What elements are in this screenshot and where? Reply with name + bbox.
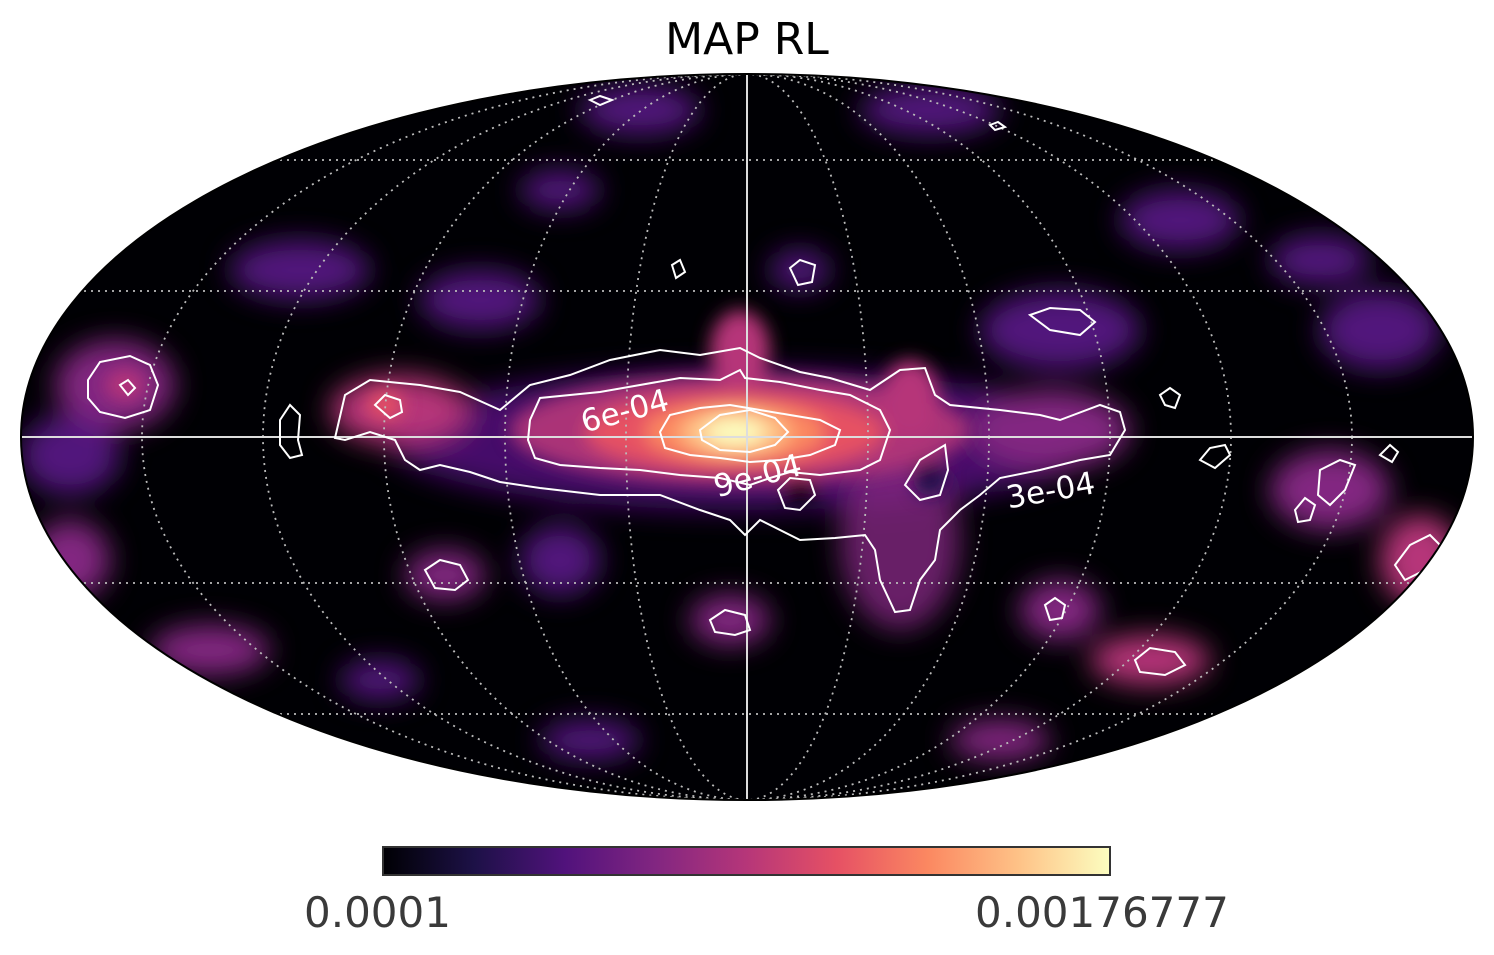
contour-east-4 [1293, 496, 1317, 524]
contour-west-1 [279, 403, 304, 460]
contour-east-1 [1027, 306, 1097, 337]
contour-south-3 [1133, 646, 1187, 677]
contour-north-4 [988, 120, 1008, 132]
map-border [20, 73, 1474, 801]
contour-north-1 [788, 258, 817, 287]
contour-east-2 [1316, 458, 1357, 507]
contour-north-3 [587, 94, 615, 107]
contour-east-7 [1378, 443, 1400, 464]
contours [87, 94, 1442, 677]
contour-6e-04 [526, 368, 892, 487]
contour-north-2 [670, 258, 687, 280]
contour-hole-1 [776, 476, 817, 512]
colorbar-gradient [382, 846, 1111, 876]
contour-east-5 [1198, 443, 1232, 470]
contour-south-1 [423, 558, 470, 592]
map-title: MAP RL [665, 14, 829, 65]
colorbar-max-label: 0.00176777 [975, 888, 1229, 937]
contour-south-2 [708, 608, 752, 637]
contour-west-2 [373, 393, 404, 420]
contour-9e-04 [658, 403, 842, 464]
colorbar-min-label: 0.0001 [304, 888, 451, 937]
graticule-axes [21, 74, 1473, 800]
contour-east-6 [1158, 386, 1182, 410]
contour-core [698, 408, 790, 454]
emission-layer [21, 85, 1460, 760]
contour-hole-2 [903, 443, 950, 502]
contour-south-4 [1043, 596, 1067, 622]
contour-3e-04-main [333, 346, 1127, 614]
contour-left-small [118, 378, 137, 397]
colorbar [382, 846, 1111, 876]
contour-left-blob [87, 354, 160, 420]
